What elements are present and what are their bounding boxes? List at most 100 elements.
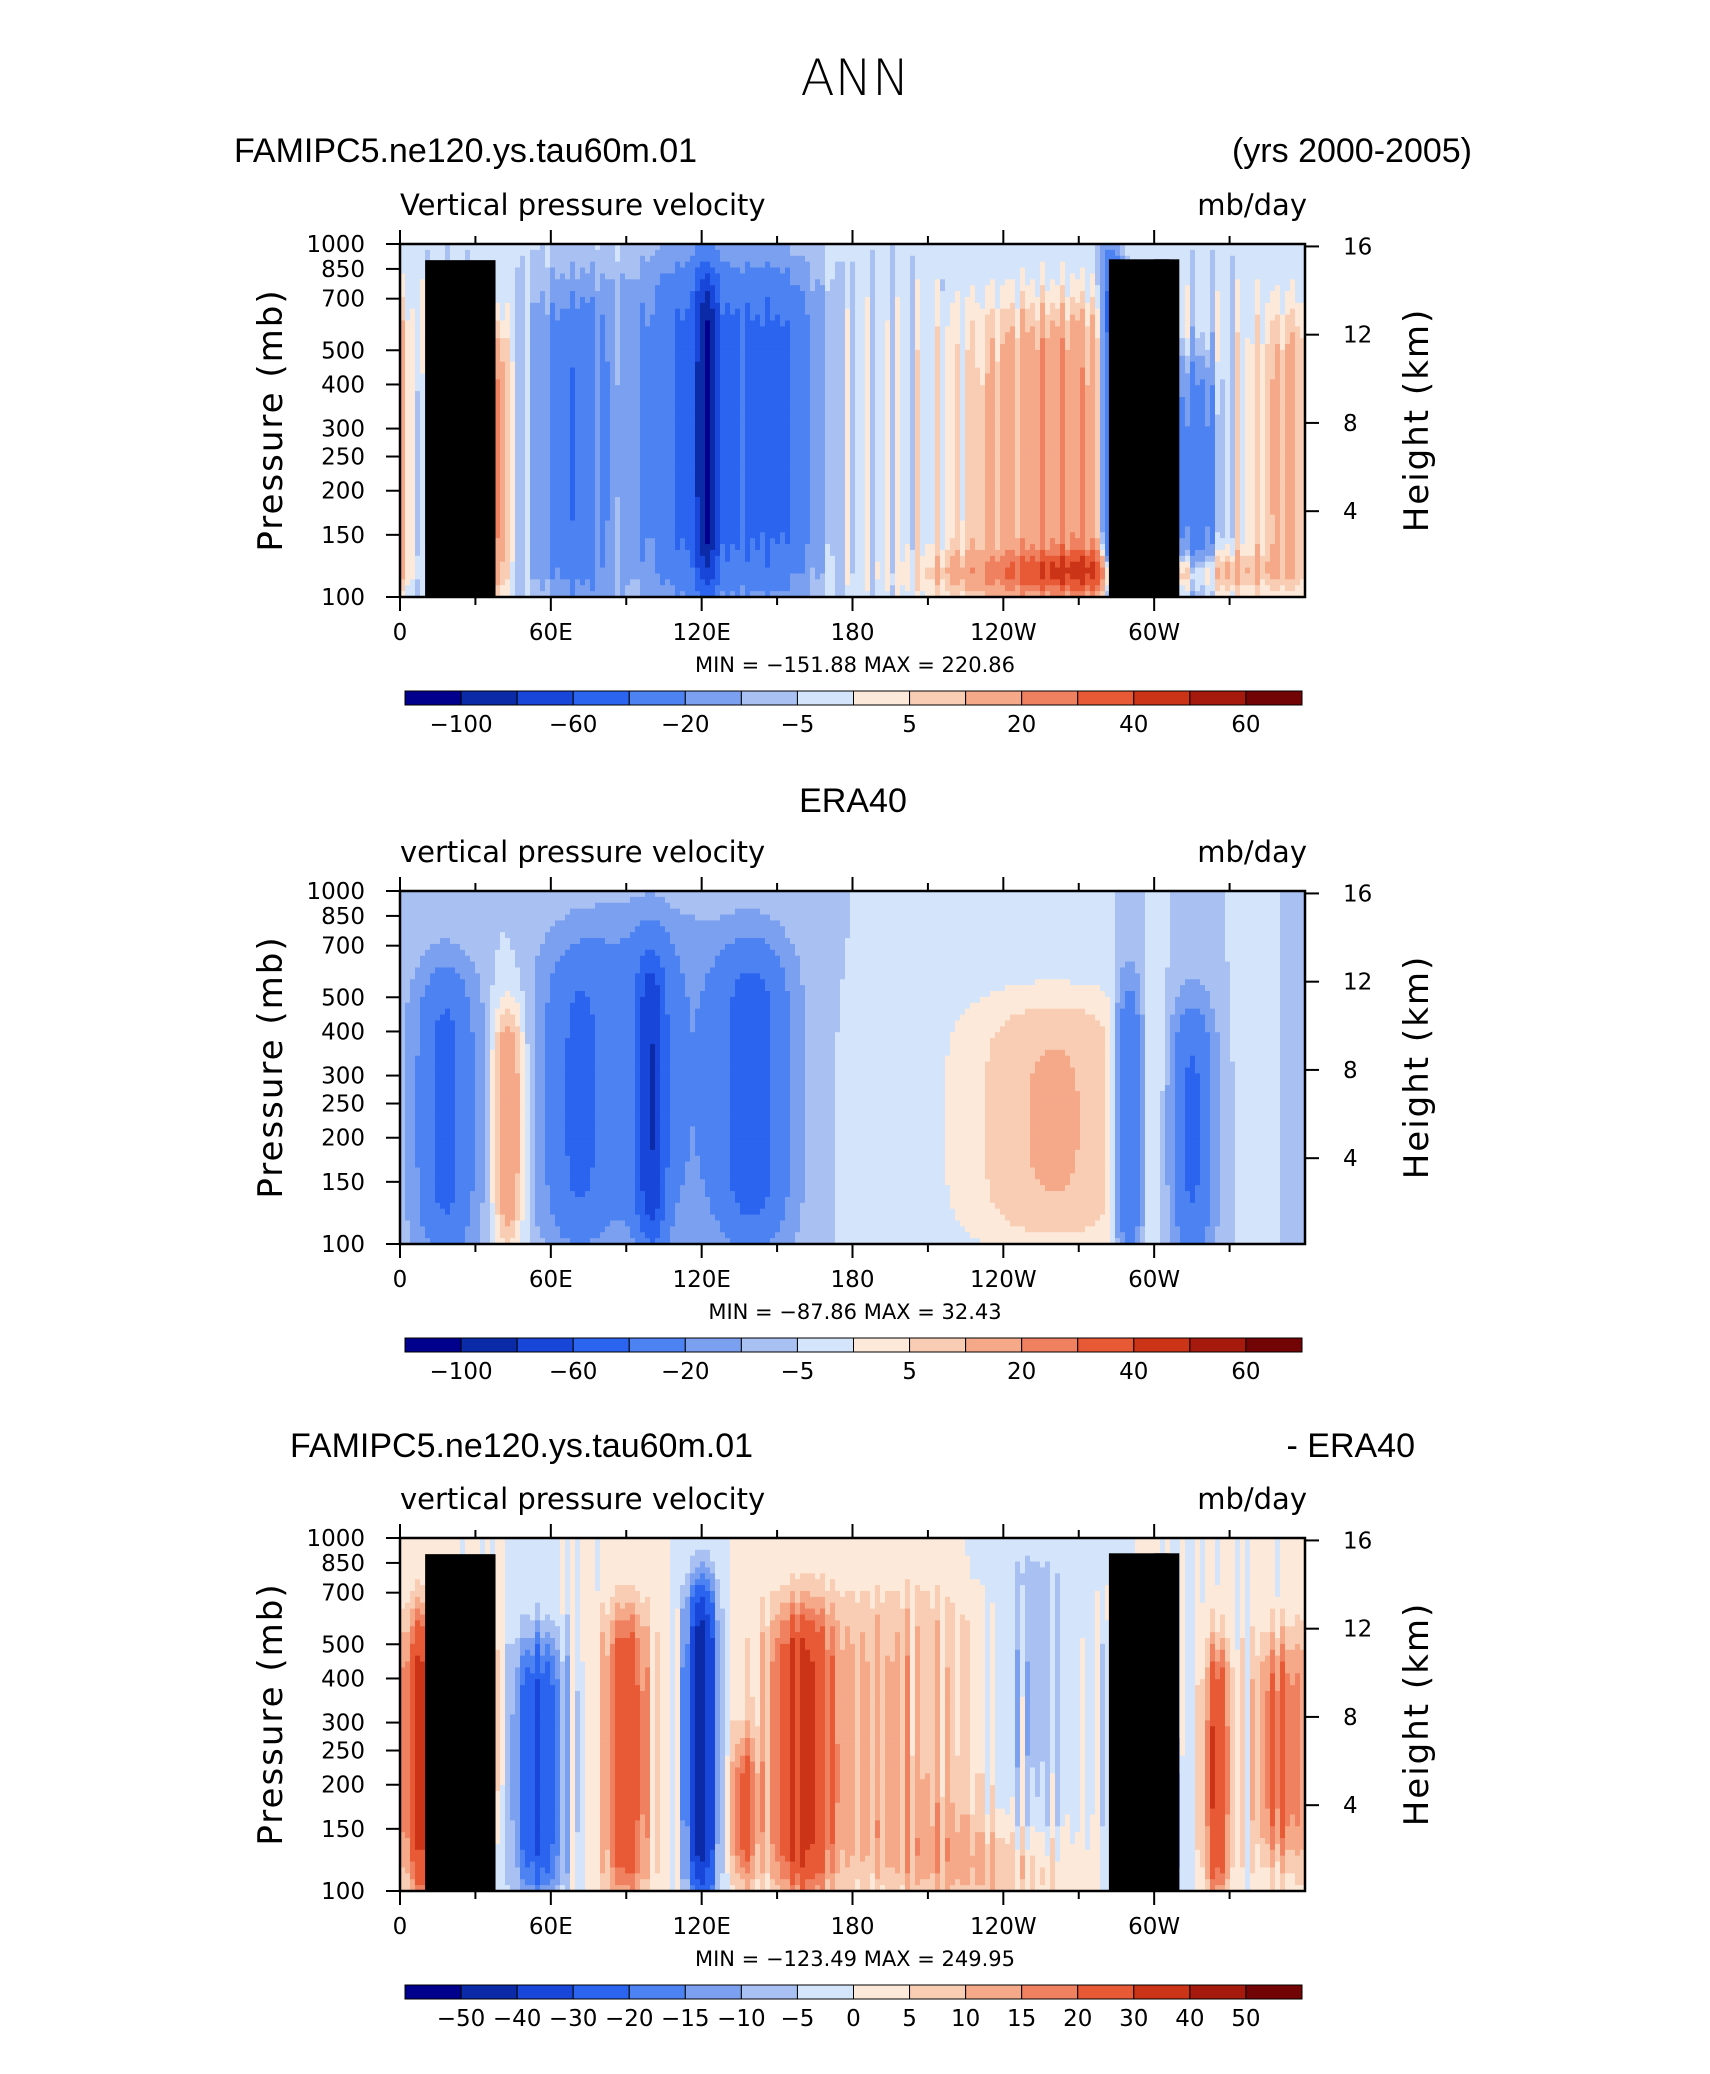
- field-cell: [740, 432, 746, 439]
- field-cell: [570, 385, 576, 392]
- field-cell: [675, 491, 681, 498]
- field-cell: [570, 526, 576, 533]
- field-cell: [660, 567, 666, 575]
- field-cell: [795, 432, 801, 439]
- field-cell: [660, 379, 666, 386]
- field-cell: [590, 455, 596, 463]
- field-cell: [645, 561, 651, 569]
- field-cell: [550, 414, 556, 422]
- field-cell: [545, 573, 551, 580]
- field-cell: [805, 396, 811, 404]
- field-cell: [715, 444, 721, 451]
- field-cell: [565, 249, 571, 257]
- field-cell: [780, 379, 786, 386]
- field-cell: [620, 255, 626, 263]
- field-cell: [750, 244, 756, 251]
- field-cell: [695, 314, 701, 322]
- field-cell: [700, 455, 706, 463]
- field-cell: [775, 314, 781, 322]
- field-cell: [415, 320, 421, 327]
- field-cell: [605, 367, 611, 375]
- field-cell: [665, 485, 671, 492]
- field-cell: [550, 514, 556, 522]
- field-cell: [640, 561, 646, 569]
- field-cell: [690, 244, 696, 251]
- field-cell: [570, 261, 576, 269]
- field-cell: [415, 514, 421, 522]
- field-cell: [640, 373, 646, 380]
- field-cell: [670, 314, 676, 322]
- field-cell: [655, 249, 661, 257]
- field-cell: [605, 585, 611, 592]
- field-cell: [620, 332, 626, 339]
- field-cell: [790, 544, 796, 551]
- field-cell: [675, 473, 681, 480]
- field-cell: [435, 255, 441, 263]
- field-cell: [780, 467, 786, 475]
- field-cell: [580, 291, 586, 298]
- field-cell: [750, 391, 756, 398]
- field-cell: [510, 467, 516, 475]
- field-cell: [585, 508, 591, 516]
- field-cell: [615, 444, 621, 451]
- field-cell: [725, 473, 731, 480]
- field-cell: [805, 326, 811, 333]
- field-cell: [740, 455, 746, 463]
- field-cell: [745, 296, 751, 304]
- field-cell: [810, 344, 816, 351]
- field-cell: [605, 332, 611, 339]
- field-cell: [625, 502, 631, 510]
- field-cell: [560, 296, 566, 304]
- field-cell: [780, 408, 786, 416]
- field-cell: [565, 379, 571, 386]
- field-cell: [575, 296, 581, 304]
- field-cell: [560, 279, 566, 286]
- field-cell: [525, 285, 531, 292]
- field-cell: [515, 255, 521, 263]
- field-cell: [755, 508, 761, 516]
- field-cell: [615, 461, 621, 469]
- field-cell: [400, 432, 406, 439]
- field-cell: [675, 379, 681, 386]
- field-cell: [550, 285, 556, 292]
- field-cell: [650, 273, 656, 280]
- field-cell: [695, 461, 701, 469]
- field-cell: [715, 455, 721, 463]
- field-cell: [610, 308, 616, 316]
- field-cell: [545, 402, 551, 410]
- field-cell: [685, 279, 691, 286]
- field-cell: [530, 538, 536, 545]
- field-cell: [590, 561, 596, 569]
- field-cell: [600, 567, 606, 575]
- field-cell: [790, 349, 796, 357]
- field-cell: [645, 473, 651, 480]
- field-cell: [785, 549, 791, 557]
- field-cell: [695, 555, 701, 563]
- field-cell: [595, 244, 601, 251]
- field-cell: [705, 555, 711, 563]
- field-cell: [615, 373, 621, 380]
- field-cell: [570, 361, 576, 369]
- field-cell: [585, 502, 591, 510]
- field-cell: [600, 308, 606, 316]
- field-cell: [505, 379, 511, 386]
- field-cell: [775, 326, 781, 333]
- field-cell: [775, 285, 781, 292]
- field-cell: [675, 391, 681, 398]
- field-cell: [400, 485, 406, 492]
- field-cell: [730, 438, 736, 445]
- field-cell: [785, 467, 791, 475]
- field-cell: [405, 296, 411, 304]
- field-cell: [680, 567, 686, 575]
- field-cell: [530, 526, 536, 533]
- field-cell: [530, 261, 536, 269]
- field-cell: [505, 473, 511, 480]
- field-cell: [795, 414, 801, 422]
- field-cell: [670, 502, 676, 510]
- field-cell: [720, 479, 726, 486]
- field-cell: [735, 426, 741, 433]
- field-cell: [630, 355, 636, 363]
- field-cell: [745, 532, 751, 539]
- field-cell: [595, 461, 601, 469]
- field-cell: [520, 496, 526, 504]
